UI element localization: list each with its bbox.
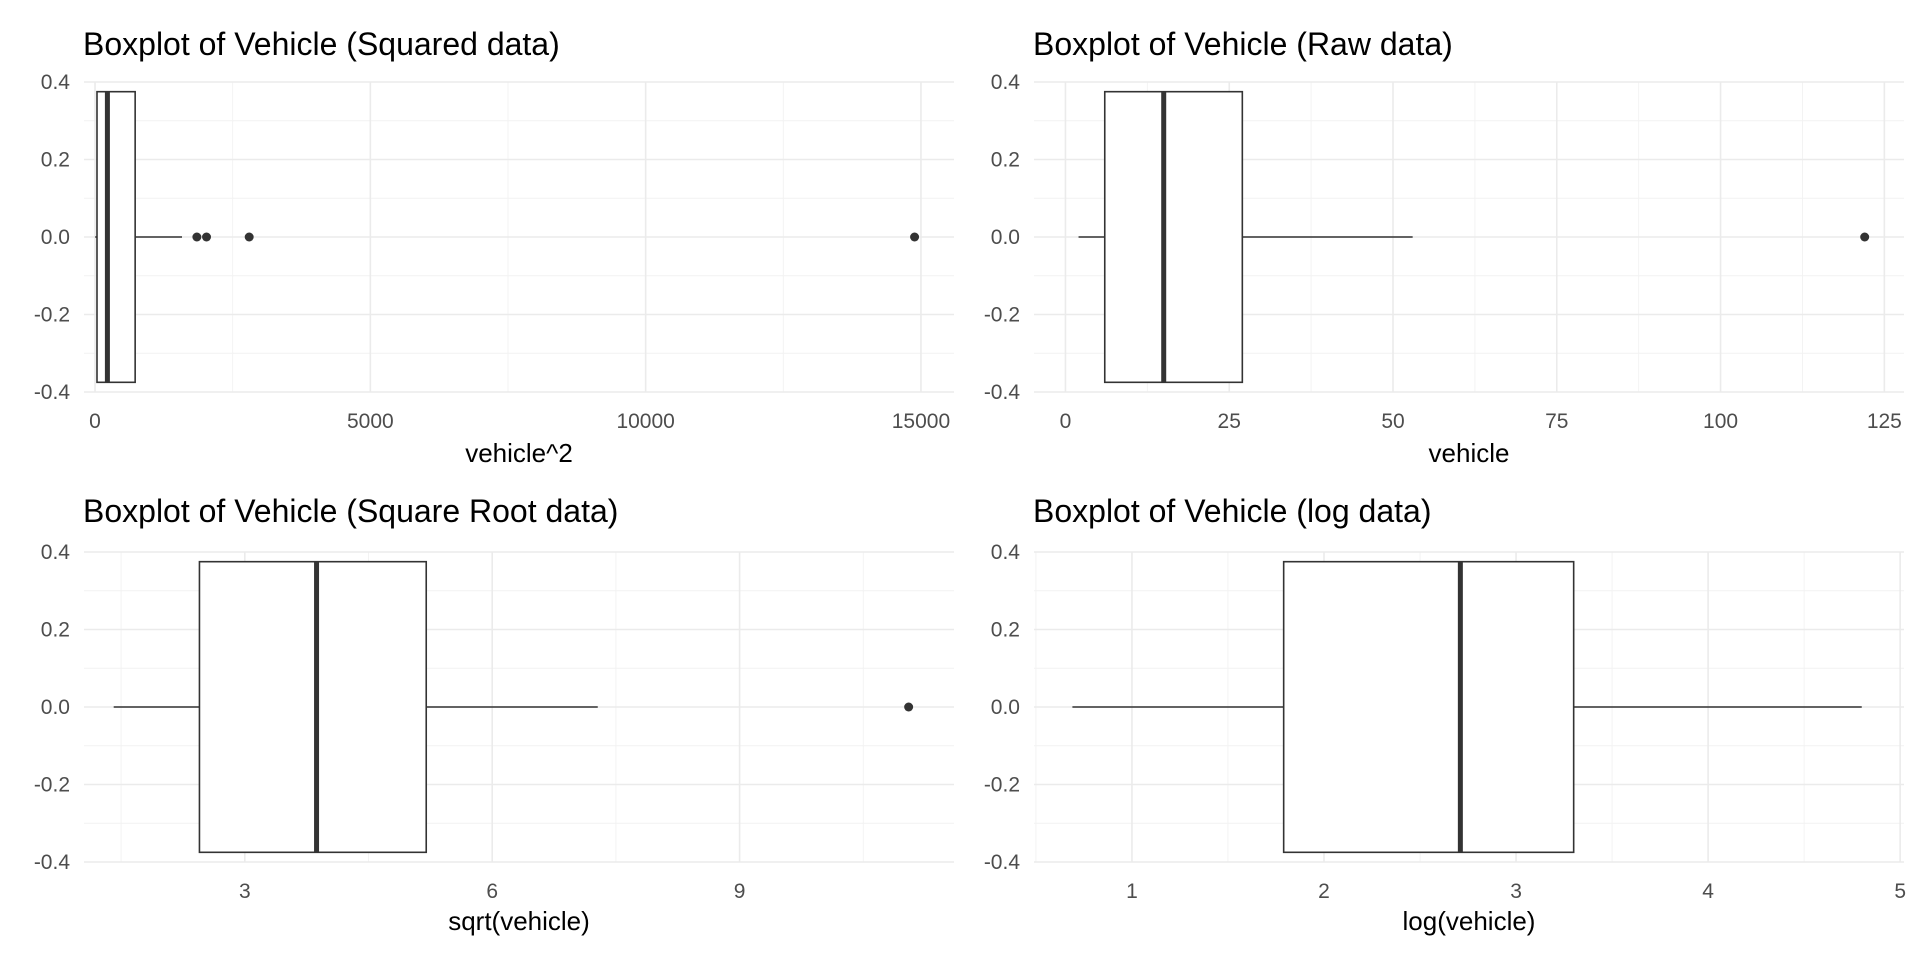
x-tick-label: 4 — [1702, 880, 1714, 903]
y-tick-label: 0.0 — [991, 696, 1020, 719]
x-tick-label: 75 — [1545, 410, 1568, 433]
interquartile-box — [1103, 90, 1244, 384]
x-axis-label: sqrt(vehicle) — [448, 906, 590, 936]
x-tick-label: 5 — [1894, 880, 1906, 903]
y-tick-label: 0.2 — [41, 619, 70, 642]
x-tick-label: 1 — [1126, 880, 1138, 903]
y-tick-label: -0.4 — [984, 381, 1021, 404]
x-tick-label: 15000 — [892, 410, 950, 433]
y-tick-label: -0.2 — [984, 774, 1020, 797]
panel-raw: Boxplot of Vehicle (Raw data) 0.4 0.2 0.0 -… — [984, 26, 1904, 468]
x-tick-label: 0 — [1060, 410, 1072, 433]
outlier-point — [192, 232, 202, 242]
x-tick-label: 50 — [1381, 410, 1404, 433]
y-tick-label: -0.2 — [34, 304, 70, 327]
y-tick-label: -0.4 — [34, 381, 71, 404]
panel-title: Boxplot of Vehicle (log data) — [1033, 493, 1431, 529]
x-tick-label: 9 — [734, 880, 746, 903]
y-tick-label: 0.4 — [991, 541, 1021, 564]
outlier-point — [904, 702, 914, 712]
y-tick-label: 0.0 — [41, 696, 70, 719]
plot-area: 0.4 0.2 0.0 -0.2 -0.4 0 5000 10000 15000 — [34, 71, 954, 433]
x-axis-label: vehicle^2 — [465, 438, 573, 468]
x-tick-label: 3 — [239, 880, 251, 903]
y-tick-label: 0.2 — [41, 149, 70, 172]
panel-squared: Boxplot of Vehicle (Squared data) 0.4 0.2… — [34, 26, 954, 468]
panel-log: Boxplot of Vehicle (log data) 0.4 0.2 0.0 -… — [984, 493, 1906, 936]
x-axis-label: vehicle — [1429, 438, 1510, 468]
panel-sqrt: Boxplot of Vehicle (Square Root data) 0.… — [34, 493, 954, 936]
interquartile-box — [96, 90, 136, 384]
y-tick-label: 0.4 — [41, 541, 71, 564]
plot-area: 0.4 0.2 0.0 -0.2 -0.4 3 6 9 — [34, 541, 954, 903]
x-tick-label: 2 — [1318, 880, 1330, 903]
panel-title: Boxplot of Vehicle (Raw data) — [1033, 26, 1453, 62]
x-tick-label: 3 — [1510, 880, 1522, 903]
x-tick-label: 125 — [1867, 410, 1902, 433]
y-tick-label: 0.2 — [991, 619, 1020, 642]
interquartile-box — [198, 560, 428, 854]
x-tick-label: 0 — [89, 410, 101, 433]
interquartile-box — [1282, 560, 1575, 854]
outlier-point — [1860, 232, 1870, 242]
y-tick-label: -0.2 — [34, 774, 70, 797]
y-tick-label: 0.0 — [991, 226, 1020, 249]
x-tick-label: 10000 — [616, 410, 674, 433]
outlier-point — [244, 232, 254, 242]
y-tick-label: 0.4 — [991, 71, 1021, 94]
x-tick-label: 25 — [1218, 410, 1241, 433]
y-tick-label: 0.2 — [991, 149, 1020, 172]
outlier-point — [910, 232, 920, 242]
y-tick-label: -0.4 — [34, 851, 71, 874]
panel-title: Boxplot of Vehicle (Square Root data) — [83, 493, 618, 529]
outlier-point — [202, 232, 212, 242]
panel-title: Boxplot of Vehicle (Squared data) — [83, 26, 560, 62]
y-tick-label: 0.0 — [41, 226, 70, 249]
y-tick-label: -0.4 — [984, 851, 1021, 874]
x-axis-label: log(vehicle) — [1403, 906, 1536, 936]
y-tick-label: -0.2 — [984, 304, 1020, 327]
x-tick-label: 5000 — [347, 410, 394, 433]
x-tick-label: 6 — [486, 880, 498, 903]
x-tick-label: 100 — [1703, 410, 1738, 433]
plot-area: 0.4 0.2 0.0 -0.2 -0.4 0 25 50 75 100 125 — [984, 71, 1904, 433]
y-tick-label: 0.4 — [41, 71, 71, 94]
plot-area: 0.4 0.2 0.0 -0.2 -0.4 1 2 3 4 5 — [984, 541, 1906, 903]
